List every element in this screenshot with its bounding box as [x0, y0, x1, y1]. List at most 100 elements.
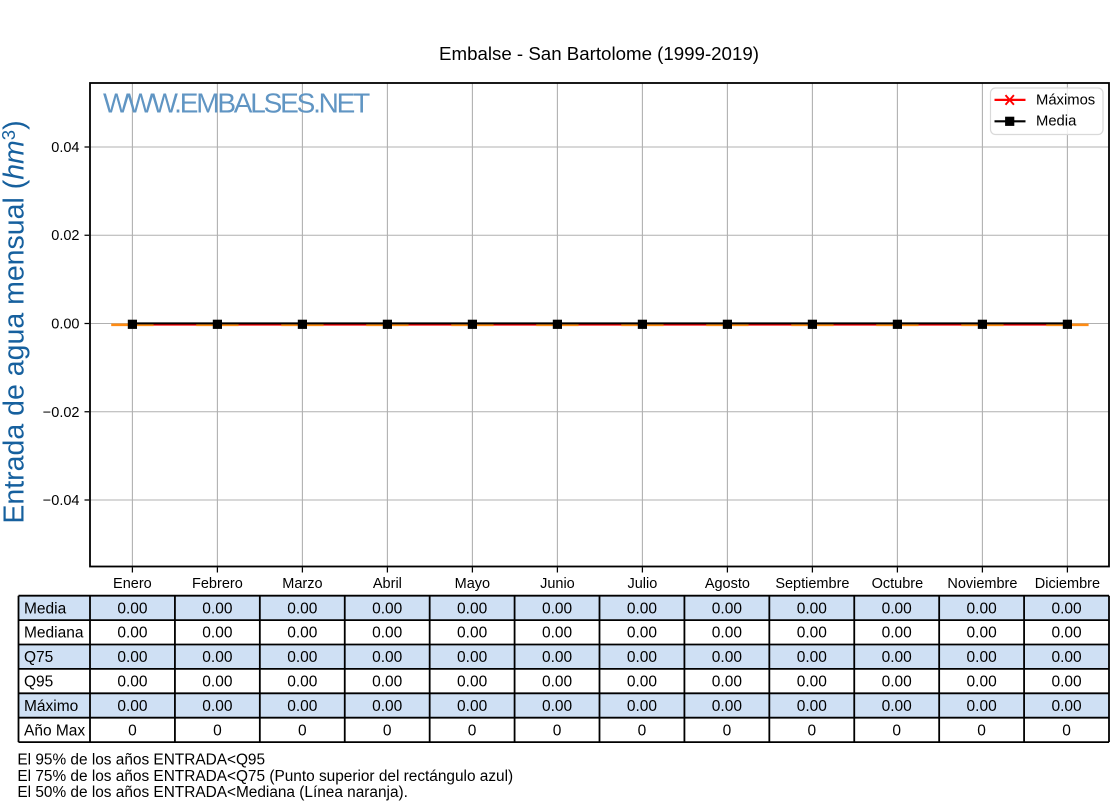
svg-text:0: 0	[1062, 722, 1071, 739]
svg-text:0.00: 0.00	[967, 698, 998, 715]
svg-text:0.00: 0.00	[797, 674, 828, 691]
svg-text:0.00: 0.00	[117, 600, 148, 617]
svg-text:0: 0	[383, 722, 392, 739]
svg-text:0.00: 0.00	[117, 674, 148, 691]
svg-text:0: 0	[128, 722, 137, 739]
svg-text:0.00: 0.00	[457, 674, 488, 691]
svg-text:Julio: Julio	[627, 576, 657, 592]
svg-text:Septiembre: Septiembre	[775, 576, 849, 592]
svg-text:−0.02: −0.02	[43, 405, 80, 421]
svg-text:0: 0	[892, 722, 901, 739]
svg-text:0.00: 0.00	[797, 625, 828, 642]
svg-text:0.00: 0.00	[287, 674, 318, 691]
svg-text:0.00: 0.00	[712, 674, 743, 691]
svg-text:Entrada de agua mensual (hm3): Entrada de agua mensual (hm3)	[0, 120, 31, 523]
svg-text:0.00: 0.00	[542, 600, 573, 617]
svg-text:−0.04: −0.04	[43, 493, 80, 509]
svg-text:0.00: 0.00	[372, 674, 403, 691]
svg-text:0.00: 0.00	[457, 625, 488, 642]
svg-text:Embalse - San Bartolome (1999-: Embalse - San Bartolome (1999-2019)	[439, 43, 759, 64]
svg-text:0.00: 0.00	[712, 600, 743, 617]
svg-text:0.00: 0.00	[712, 649, 743, 666]
svg-text:0.00: 0.00	[882, 698, 913, 715]
svg-text:0.00: 0.00	[372, 649, 403, 666]
svg-text:0.00: 0.00	[797, 600, 828, 617]
svg-text:0.00: 0.00	[1051, 674, 1082, 691]
svg-text:0: 0	[638, 722, 647, 739]
svg-text:El 75% de los años ENTRADA<Q75: El 75% de los años ENTRADA<Q75 (Punto su…	[17, 768, 513, 785]
svg-text:Abril: Abril	[373, 576, 402, 592]
svg-text:0.00: 0.00	[967, 674, 998, 691]
svg-text:0.00: 0.00	[51, 317, 79, 333]
svg-text:0.00: 0.00	[627, 698, 658, 715]
svg-text:0.00: 0.00	[882, 649, 913, 666]
svg-text:Máximos: Máximos	[1036, 92, 1095, 108]
svg-text:0.00: 0.00	[882, 600, 913, 617]
svg-text:0.00: 0.00	[627, 674, 658, 691]
svg-text:0.00: 0.00	[627, 600, 658, 617]
svg-text:0.00: 0.00	[202, 698, 233, 715]
svg-text:0.00: 0.00	[542, 649, 573, 666]
svg-text:Q75: Q75	[24, 649, 53, 666]
svg-text:Febrero: Febrero	[192, 576, 243, 592]
svg-text:0.00: 0.00	[712, 698, 743, 715]
svg-text:Junio: Junio	[540, 576, 575, 592]
svg-text:0.00: 0.00	[1051, 698, 1082, 715]
svg-text:Noviembre: Noviembre	[947, 576, 1017, 592]
svg-text:0: 0	[298, 722, 307, 739]
svg-text:0.00: 0.00	[202, 625, 233, 642]
svg-text:0.04: 0.04	[51, 140, 79, 156]
svg-text:0: 0	[977, 722, 986, 739]
svg-text:Octubre: Octubre	[872, 576, 924, 592]
svg-text:0.00: 0.00	[1051, 600, 1082, 617]
svg-text:0.00: 0.00	[457, 600, 488, 617]
svg-text:0: 0	[213, 722, 222, 739]
svg-text:0.00: 0.00	[372, 600, 403, 617]
svg-text:0.00: 0.00	[372, 625, 403, 642]
svg-text:0.00: 0.00	[287, 625, 318, 642]
svg-text:0.00: 0.00	[1051, 649, 1082, 666]
svg-text:0.00: 0.00	[627, 649, 658, 666]
svg-text:Mayo: Mayo	[455, 576, 490, 592]
svg-text:Agosto: Agosto	[705, 576, 750, 592]
svg-text:0.00: 0.00	[202, 649, 233, 666]
svg-text:0.00: 0.00	[882, 625, 913, 642]
svg-text:0: 0	[807, 722, 816, 739]
svg-text:0: 0	[553, 722, 562, 739]
svg-text:WWW.EMBALSES.NET: WWW.EMBALSES.NET	[103, 88, 370, 119]
svg-text:0.00: 0.00	[117, 649, 148, 666]
svg-text:0.00: 0.00	[287, 600, 318, 617]
svg-text:0.00: 0.00	[542, 674, 573, 691]
svg-text:0.00: 0.00	[117, 698, 148, 715]
svg-text:0.00: 0.00	[797, 649, 828, 666]
svg-text:Media: Media	[1036, 114, 1077, 130]
svg-text:El 95% de los años ENTRADA<Q95: El 95% de los años ENTRADA<Q95	[17, 752, 265, 769]
svg-text:0.00: 0.00	[457, 649, 488, 666]
svg-text:0.00: 0.00	[967, 600, 998, 617]
svg-text:0: 0	[468, 722, 477, 739]
svg-text:0.00: 0.00	[967, 649, 998, 666]
svg-text:Máximo: Máximo	[24, 698, 78, 715]
svg-text:Enero: Enero	[113, 576, 152, 592]
svg-text:0.00: 0.00	[542, 625, 573, 642]
svg-text:0.00: 0.00	[712, 625, 743, 642]
svg-text:0.00: 0.00	[1051, 625, 1082, 642]
svg-text:El 50% de los años ENTRADA<Med: El 50% de los años ENTRADA<Mediana (Líne…	[17, 784, 408, 801]
svg-text:Q95: Q95	[24, 674, 53, 691]
svg-text:0.00: 0.00	[202, 674, 233, 691]
svg-text:0.00: 0.00	[117, 625, 148, 642]
svg-text:0.00: 0.00	[797, 698, 828, 715]
svg-text:0.00: 0.00	[287, 649, 318, 666]
svg-text:0.00: 0.00	[372, 698, 403, 715]
svg-text:0.00: 0.00	[542, 698, 573, 715]
svg-text:0.00: 0.00	[202, 600, 233, 617]
svg-text:0.00: 0.00	[287, 698, 318, 715]
svg-text:Media: Media	[24, 600, 67, 617]
svg-text:0.00: 0.00	[627, 625, 658, 642]
svg-text:Diciembre: Diciembre	[1035, 576, 1100, 592]
svg-text:0.00: 0.00	[967, 625, 998, 642]
svg-text:Año Max: Año Max	[24, 722, 85, 739]
svg-text:0: 0	[723, 722, 732, 739]
svg-text:0.02: 0.02	[51, 228, 79, 244]
svg-text:0.00: 0.00	[457, 698, 488, 715]
